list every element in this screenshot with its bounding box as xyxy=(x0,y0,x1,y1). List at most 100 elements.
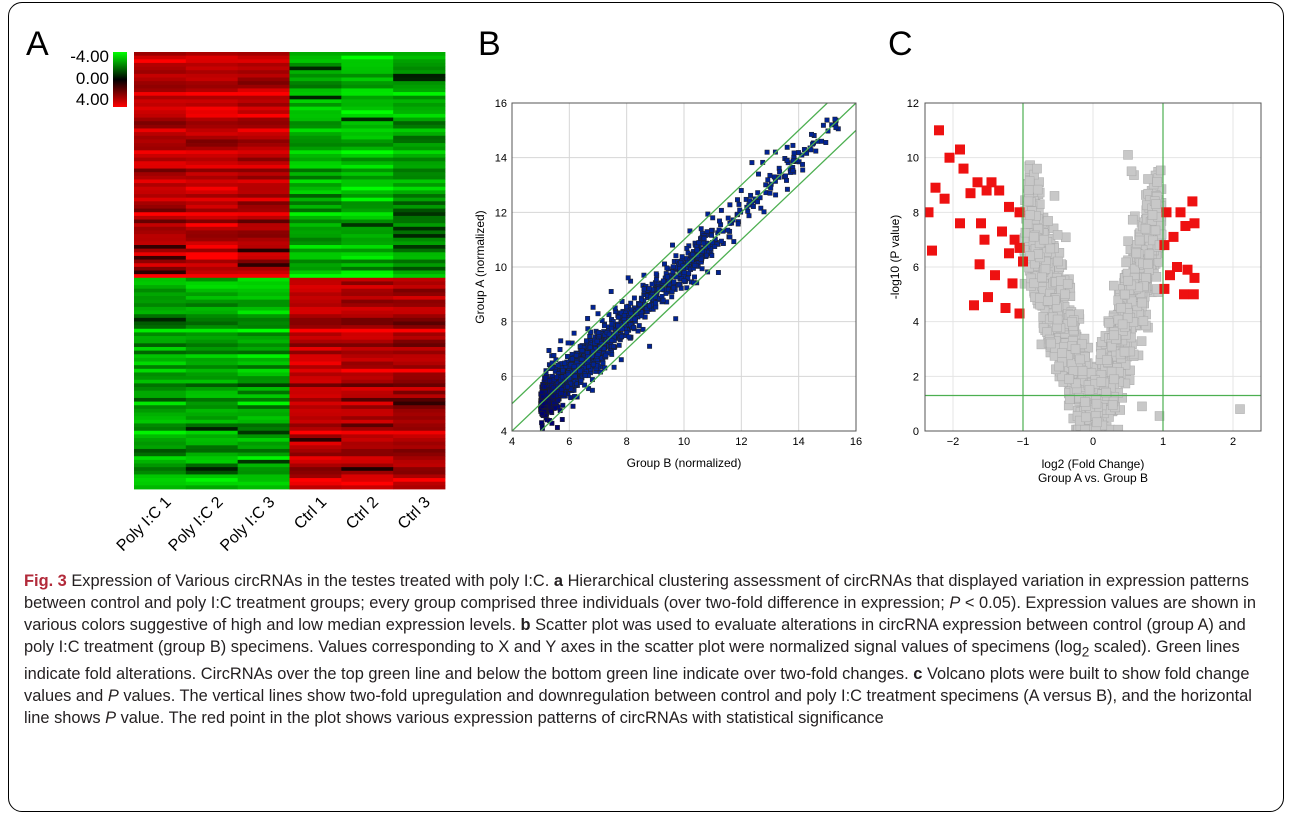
heatmap-cell xyxy=(289,317,342,322)
heatmap-cell xyxy=(185,172,239,177)
heatmap-cell xyxy=(134,350,187,355)
scatter-point xyxy=(717,218,722,224)
significant-point xyxy=(997,226,1007,237)
heatmap-cell xyxy=(237,121,290,126)
scatter-point xyxy=(684,285,690,291)
scatter-point xyxy=(636,323,642,329)
significant-point xyxy=(1168,231,1179,242)
nonsignificant-point xyxy=(1138,316,1149,326)
scatter-point xyxy=(704,252,710,258)
y-tick-label: 4 xyxy=(501,426,507,438)
significant-point xyxy=(979,234,990,245)
heatmap-cell xyxy=(341,172,394,177)
legend-label: 0.00 xyxy=(76,69,109,88)
heatmap-cell xyxy=(185,190,239,195)
scatter-point xyxy=(710,215,716,221)
heatmap-cell xyxy=(341,143,394,148)
nonsignificant-point xyxy=(1032,184,1043,195)
caption-a-text2: < 0.05). Expression values are shown in … xyxy=(24,594,1256,634)
nonsignificant-point xyxy=(1057,348,1067,358)
heatmap-cell xyxy=(237,306,290,311)
heatmap-cell xyxy=(185,52,239,57)
heatmap-cell xyxy=(289,336,342,341)
heatmap-cell xyxy=(289,383,342,388)
panel-label-a: A xyxy=(26,25,49,63)
heatmap-cell xyxy=(237,215,290,220)
significant-point xyxy=(974,259,985,270)
y-tick-label: 10 xyxy=(495,262,507,274)
heatmap-cell xyxy=(237,161,290,166)
heatmap-cell xyxy=(237,405,290,410)
heatmap-cell xyxy=(134,212,187,217)
heatmap-cell xyxy=(289,361,342,366)
heatmap-cell xyxy=(393,372,446,377)
scatter-point xyxy=(554,374,560,380)
heatmap-cell xyxy=(289,438,342,443)
heatmap-cell xyxy=(289,237,342,242)
heatmap-cell xyxy=(393,95,446,100)
scatter-point xyxy=(571,330,577,336)
heatmap-cell xyxy=(341,441,394,446)
heatmap-cell xyxy=(289,124,342,129)
heatmap-cell xyxy=(341,401,394,406)
heatmap-cell xyxy=(393,139,446,144)
nonsignificant-point xyxy=(1029,278,1039,289)
heatmap-cell xyxy=(134,438,187,443)
heatmap-cell xyxy=(341,113,394,118)
heatmap-cell xyxy=(134,379,187,384)
scatter-point xyxy=(626,334,632,340)
scatter-point xyxy=(660,297,666,303)
heatmap-cell xyxy=(341,59,394,64)
heatmap-cell xyxy=(393,467,446,472)
nonsignificant-point xyxy=(1064,374,1074,384)
heatmap-cell xyxy=(185,110,239,115)
heatmap-cell xyxy=(289,194,342,199)
heatmap-cell xyxy=(341,92,394,97)
heatmap-cell xyxy=(237,175,290,180)
heatmap-cell xyxy=(237,252,290,257)
significant-point xyxy=(1161,207,1172,218)
plot-border xyxy=(511,102,857,432)
heatmap-cell xyxy=(341,139,394,144)
nonsignificant-point xyxy=(1052,230,1063,240)
heatmap-cell xyxy=(393,354,446,359)
heatmap-cell xyxy=(289,306,342,311)
heatmap-cell xyxy=(134,361,187,366)
heatmap-cell xyxy=(393,113,446,118)
heatmap-cell xyxy=(393,201,446,206)
scatter-point xyxy=(833,125,839,131)
x-axis-label: Group B (normalized) xyxy=(627,456,742,470)
heatmap-cell xyxy=(185,132,239,137)
scatter-point xyxy=(588,329,594,335)
scatter-point xyxy=(649,281,655,287)
heatmap-cell xyxy=(237,387,290,392)
heatmap-cell xyxy=(185,299,239,304)
heatmap-cell xyxy=(237,110,290,115)
nonsignificant-point xyxy=(1023,185,1034,195)
heatmap-cell xyxy=(289,208,342,213)
heatmap-cell xyxy=(393,81,446,86)
y-tick-label: 2 xyxy=(913,371,919,383)
scatter-panel: B 4 6 8 10 12 14 16 4 6 8 10 12 14 16 Group B (normali… xyxy=(473,25,862,470)
heatmap-cell xyxy=(185,314,239,319)
scatter-point xyxy=(616,342,622,348)
nonsignificant-point xyxy=(1025,210,1035,220)
heatmap-cell xyxy=(134,387,187,392)
heatmap-cell xyxy=(393,135,446,140)
scatter-point xyxy=(624,330,630,336)
heatmap-cell xyxy=(341,95,394,100)
heatmap-cell xyxy=(341,81,394,86)
scatter-point xyxy=(562,360,568,366)
nonsignificant-point xyxy=(1081,412,1091,423)
nonsignificant-point xyxy=(1037,272,1047,283)
heatmap-cell xyxy=(185,481,239,486)
scatter-point xyxy=(746,213,752,219)
scatter-point xyxy=(551,353,557,358)
heatmap-cell xyxy=(393,430,446,435)
heatmap-cell xyxy=(237,456,290,461)
heatmap-cell xyxy=(289,412,342,417)
scatter-point xyxy=(631,324,637,330)
heatmap-cell xyxy=(289,139,342,144)
heatmap-cell xyxy=(237,354,290,359)
